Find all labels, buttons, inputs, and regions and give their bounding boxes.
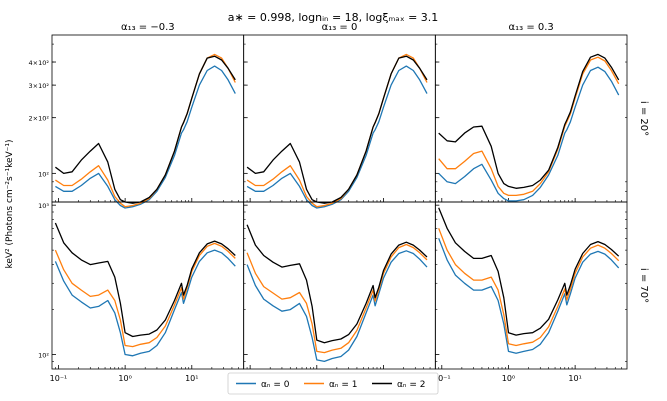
y-tick-label: 10² xyxy=(38,170,49,178)
series-line-2 xyxy=(246,55,428,204)
panel-frame xyxy=(51,201,245,370)
series-line-0 xyxy=(55,65,236,209)
x-tick-label: 10⁻¹ xyxy=(50,374,68,383)
x-tick-label: 10¹ xyxy=(185,374,198,383)
panel-r0-c2 xyxy=(434,34,628,203)
row-label-0: i = 20° xyxy=(638,101,649,136)
panel-r1-c0: 10⁻¹ 10⁰ 10¹ 10² 10³ xyxy=(38,201,245,383)
legend-label-1: αₙ = 1 xyxy=(329,380,358,390)
y-axis-label: keV² (Photons cm⁻²s⁻¹keV⁻¹) xyxy=(5,139,15,268)
y-tick-label: 3×10² xyxy=(29,82,50,90)
panel-r0-c0: 10² 2×10² 3×10² 4×10² xyxy=(29,34,245,209)
series-line-2 xyxy=(55,55,236,204)
legend-label-2: αₙ = 2 xyxy=(397,380,426,390)
column-title-2: α₁₃ = 0.3 xyxy=(509,22,554,33)
legend-label-0: αₙ = 0 xyxy=(261,380,290,390)
x-tick-label: 10¹ xyxy=(568,374,581,383)
x-tick-label: 10⁰ xyxy=(502,374,515,383)
legend-frame xyxy=(227,372,439,395)
column-title-1: α₁₃ = 0 xyxy=(322,22,358,33)
x-tick-label: 10⁰ xyxy=(118,374,131,383)
series-line-0 xyxy=(246,65,428,209)
figure-title: a∗ = 0.998, lognᵢₙ = 18, logξₘₐₓ = 3.1 xyxy=(228,11,439,24)
series-line-1 xyxy=(438,228,620,347)
y-tick-label: 4×10² xyxy=(29,59,50,67)
series-line-2 xyxy=(54,222,236,338)
series-line-0 xyxy=(438,66,620,202)
series-line-0 xyxy=(54,249,236,357)
panel-frame xyxy=(434,201,628,370)
panels-group: α₁₃ = −0.3 α₁₃ = 0 α₁₃ = 0.3 i = 20° i = 70°… xyxy=(29,22,649,383)
series-line-0 xyxy=(246,250,428,363)
series-line-0 xyxy=(438,238,620,354)
panel-frame xyxy=(243,34,436,203)
series-line-1 xyxy=(438,56,620,197)
series-line-1 xyxy=(54,242,236,348)
series-line-2 xyxy=(246,224,428,344)
panel-frame xyxy=(243,201,436,370)
panel-r1-c2: 10⁻¹ 10⁰ 10¹ xyxy=(433,201,628,383)
series-line-2 xyxy=(438,207,620,336)
row-label-1: i = 70° xyxy=(638,268,649,303)
legend: αₙ = 0 αₙ = 1 αₙ = 2 xyxy=(227,372,439,395)
y-tick-label: 2×10² xyxy=(29,115,50,123)
series-line-2 xyxy=(438,53,620,189)
column-title-0: α₁₃ = −0.3 xyxy=(121,22,175,33)
series-line-1 xyxy=(246,243,428,354)
y-tick-label: 10³ xyxy=(38,202,49,210)
panel-r0-c1 xyxy=(243,34,436,209)
panel-frame xyxy=(51,34,245,203)
y-tick-label: 10² xyxy=(38,352,49,360)
x-tick-label: 10⁻¹ xyxy=(433,374,451,383)
